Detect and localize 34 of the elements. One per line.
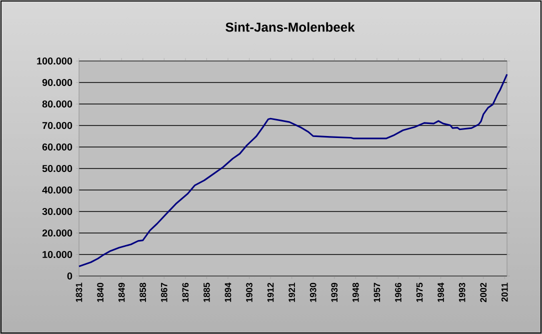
y-tick-label: 80.000 [42,100,72,108]
x-tick-label: 1948 [352,282,359,302]
y-tick-label: 0 [67,272,72,280]
x-tick-label: 1831 [76,282,82,302]
x-tick-label: 1903 [246,282,252,302]
y-tick-label: 70.000 [42,122,72,130]
x-tick-label: 1957 [374,282,380,302]
x-tick-label: 1849 [118,282,125,302]
x-tick-label: 2002 [480,282,487,302]
x-tick-label: 1885 [204,282,210,302]
y-tick-label: 40.000 [42,186,72,194]
x-tick-label: 1984 [438,282,444,302]
x-tick-label: 1840 [97,282,104,302]
x-tick-label: 1993 [458,282,466,302]
x-tick-label: 1966 [395,282,402,302]
x-tick-label: 1858 [140,282,146,302]
x-tick-label: 1867 [160,282,168,302]
chart-title: Sint-Jans-Molenbeek [226,22,355,32]
y-tick-label: 100.000 [37,57,72,65]
y-tick-label: 30.000 [42,208,72,216]
line-series [78,74,508,268]
y-tick-label: 10.000 [42,250,72,258]
x-tick-label: 1975 [416,282,423,302]
y-tick-label: 20.000 [42,229,72,237]
x-tick-label: 1912 [267,282,274,302]
x-tick-label: 1930 [310,282,316,302]
x-tick-label: 1894 [224,282,232,302]
x-tick-label: 1876 [182,282,189,302]
x-tick-label: 1921 [288,282,296,302]
x-tick-label: 2011 [501,282,508,302]
y-tick-label: 90.000 [42,78,72,86]
y-tick-label: 60.000 [42,143,72,151]
y-tick-label: 50.000 [42,164,72,172]
x-tick-label: 1939 [331,282,338,302]
